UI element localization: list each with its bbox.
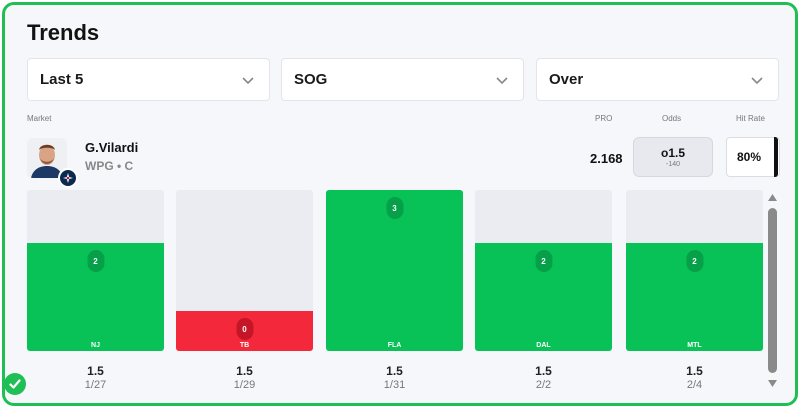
game-footer: 1.5 1/29	[176, 364, 313, 391]
side-dropdown-label: Over	[549, 71, 584, 88]
odds-button[interactable]: o1.5 -140	[633, 137, 713, 177]
game-line: 1.5	[236, 364, 253, 378]
scrollbar-thumb[interactable]	[768, 208, 777, 373]
jets-logo-icon	[58, 168, 78, 188]
game-bar[interactable]: 2 DAL	[475, 190, 612, 351]
game-line: 1.5	[686, 364, 703, 378]
game-bar-fill: 2 MTL	[626, 243, 763, 351]
chevron-down-icon	[496, 77, 508, 85]
game-footer: 1.5 1/27	[27, 364, 164, 391]
game-opponent: MTL	[687, 342, 702, 349]
chevron-down-icon	[242, 77, 254, 85]
odds-line: o1.5	[660, 146, 685, 160]
range-dropdown-label: Last 5	[40, 71, 84, 88]
side-dropdown[interactable]: Over	[536, 58, 779, 101]
odds-price: -140	[665, 161, 680, 168]
game-bar-fill: 0 TB	[176, 311, 313, 351]
game-opponent: NJ	[91, 342, 100, 349]
scroll-up-icon[interactable]	[767, 193, 778, 202]
game-line: 1.5	[386, 364, 403, 378]
pro-header: PRO	[595, 114, 613, 123]
game-line: 1.5	[87, 364, 104, 378]
market-header: Market	[27, 114, 52, 123]
game-opponent: TB	[239, 342, 250, 349]
hit-rate-value: 80%	[737, 150, 762, 164]
game-opponent: DAL	[536, 342, 551, 349]
game-bar-fill: 3 FLA	[326, 190, 463, 351]
game-bar[interactable]: 3 FLA	[326, 190, 463, 351]
game-stat-value: 3	[386, 197, 403, 219]
range-dropdown[interactable]: Last 5	[27, 58, 270, 101]
pro-value: 2.168	[590, 151, 623, 166]
hit-rate-header: Hit Rate	[736, 114, 765, 123]
game-opponent: FLA	[387, 342, 402, 349]
game-bar[interactable]: 2 MTL	[626, 190, 763, 351]
check-circle-icon	[4, 373, 26, 395]
game-stat-value: 2	[535, 250, 552, 272]
game-bar-fill: 2 DAL	[475, 243, 612, 351]
panel-title: Trends	[27, 20, 100, 45]
hit-rate-indicator	[774, 137, 778, 177]
game-stat-value: 0	[236, 318, 253, 340]
game-date: 1/27	[84, 379, 107, 391]
game-stat-value: 2	[686, 250, 703, 272]
game-stat-value: 2	[87, 250, 104, 272]
game-date: 2/4	[686, 379, 703, 391]
game-footer: 1.5 2/4	[626, 364, 763, 391]
game-footer: 1.5 1/31	[326, 364, 463, 391]
scroll-down-icon[interactable]	[767, 379, 778, 388]
odds-header: Odds	[662, 114, 682, 123]
game-date: 1/29	[233, 379, 256, 391]
player-photo	[27, 138, 67, 178]
stat-dropdown[interactable]: SOG	[281, 58, 524, 101]
game-line: 1.5	[535, 364, 552, 378]
chevron-down-icon	[751, 77, 763, 85]
game-footer: 1.5 2/2	[475, 364, 612, 391]
stat-dropdown-label: SOG	[294, 71, 328, 88]
game-date: 2/2	[535, 379, 552, 391]
game-bar-fill: 2 NJ	[27, 243, 164, 351]
game-date: 1/31	[383, 379, 406, 391]
hit-rate-badge: 80%	[726, 137, 780, 177]
player-avatar	[27, 138, 67, 178]
game-bar[interactable]: 0 TB	[176, 190, 313, 351]
player-team-position: WPG • C	[85, 159, 134, 173]
player-name[interactable]: G.Vilardi	[85, 140, 139, 155]
game-bar[interactable]: 2 NJ	[27, 190, 164, 351]
